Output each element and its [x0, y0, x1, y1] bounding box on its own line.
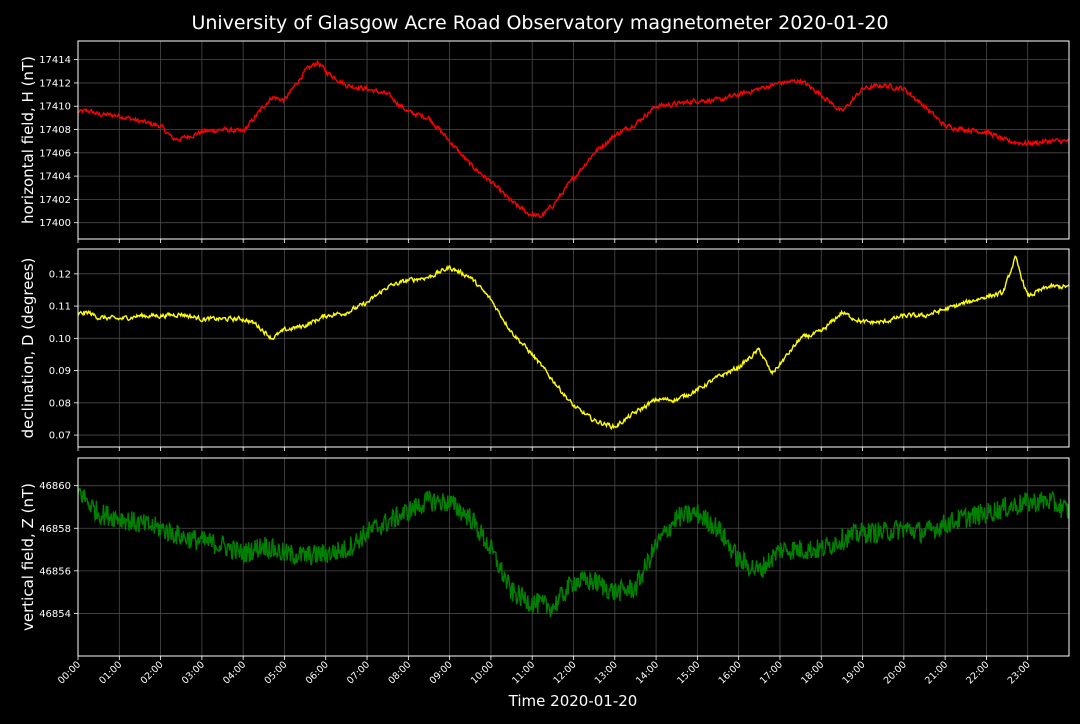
x-tick-label: 06:00 [304, 659, 331, 686]
x-tick-label: 14:00 [634, 659, 661, 686]
y-axis-label: horizontal field, H (nT) [19, 56, 37, 224]
y-tick-label: 17402 [39, 195, 71, 206]
y-tick-label: 0.12 [49, 269, 71, 280]
y-tick-label: 46854 [39, 609, 71, 620]
y-tick-label: 46860 [39, 481, 71, 492]
y-axis-label: vertical field, Z (nT) [19, 483, 37, 631]
series-line [78, 487, 1069, 618]
panel-2: 0.07 0.08 0.09 0.10 0.11 0.12 declination, D (… [19, 248, 1070, 451]
panels-group: 17400 17402 17404 17406 17408 17410 17412 17414… [19, 40, 1070, 686]
y-tick-label: 0.09 [49, 366, 71, 377]
panel-frame [77, 457, 1070, 657]
y-tick-label: 0.10 [49, 334, 71, 345]
y-axis-label: declination, D (degrees) [19, 258, 37, 439]
x-tick-label: 12:00 [551, 659, 578, 686]
x-tick-label: 10:00 [469, 659, 496, 686]
x-tick-label: 01:00 [97, 659, 124, 686]
y-tick-label: 17404 [39, 172, 71, 183]
y-tick-label: 46856 [39, 566, 71, 577]
y-tick-label: 17400 [39, 218, 71, 229]
y-tick-label: 0.11 [49, 302, 71, 313]
x-tick-label: 15:00 [675, 659, 702, 686]
x-tick-label: 21:00 [923, 659, 950, 686]
x-tick-label: 23:00 [1006, 659, 1033, 686]
chart-title: University of Glasgow Acre Road Observat… [191, 12, 888, 34]
x-tick-label: 22:00 [964, 659, 991, 686]
x-tick-label: 05:00 [262, 659, 289, 686]
x-axis-label: Time 2020-01-20 [508, 692, 638, 710]
x-tick-label: 07:00 [345, 659, 372, 686]
y-tick-label: 46858 [39, 524, 71, 535]
x-tick-label: 09:00 [428, 659, 455, 686]
x-tick-label: 04:00 [221, 659, 248, 686]
y-tick-label: 17406 [39, 148, 71, 159]
x-tick-label: 11:00 [510, 659, 537, 686]
x-tick-label: 20:00 [882, 659, 909, 686]
y-tick-label: 17410 [39, 102, 71, 113]
x-tick-label: 18:00 [799, 659, 826, 686]
y-tick-label: 17414 [39, 55, 71, 66]
x-tick-label: 03:00 [180, 659, 207, 686]
series-line [78, 255, 1069, 431]
y-tick-label: 17408 [39, 125, 71, 136]
y-tick-label: 0.08 [49, 398, 71, 409]
y-tick-label: 0.07 [49, 431, 71, 442]
panel-1: 17400 17402 17404 17406 17408 17410 17412 17414… [19, 40, 1070, 243]
x-tick-label: 19:00 [841, 659, 868, 686]
x-tick-label: 00:00 [56, 659, 83, 686]
y-tick-label: 17412 [39, 78, 71, 89]
x-tick-label: 13:00 [593, 659, 620, 686]
x-tick-label: 16:00 [717, 659, 744, 686]
x-tick-label: 08:00 [386, 659, 413, 686]
series-line [78, 58, 1069, 219]
panel-frame [77, 248, 1070, 448]
panel-frame [77, 40, 1070, 240]
x-tick-label: 17:00 [758, 659, 785, 686]
x-tick-label: 02:00 [139, 659, 166, 686]
